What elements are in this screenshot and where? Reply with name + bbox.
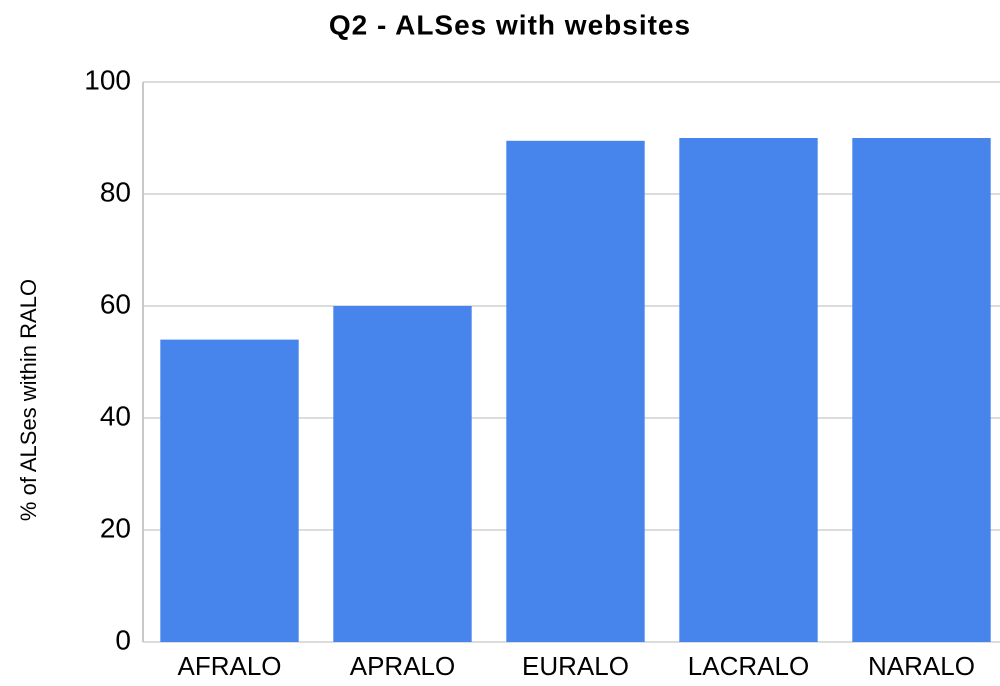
y-tick-label: 20 [100, 512, 131, 543]
y-tick-label: 60 [100, 288, 131, 319]
bar [506, 140, 645, 643]
bar [852, 138, 991, 642]
bar [333, 306, 472, 642]
y-tick-label: 100 [84, 64, 131, 95]
y-tick-label: 80 [100, 176, 131, 207]
bar [160, 339, 299, 642]
chart-title: Q2 - ALSes with websites [329, 9, 691, 40]
x-tick-label: LACRALO [688, 651, 809, 681]
bar [679, 138, 818, 642]
x-tick-label: APRALO [350, 651, 456, 681]
y-axis-label: % of ALSes within RALO [16, 279, 41, 521]
x-tick-label: NARALO [868, 651, 975, 681]
y-tick-label: 0 [115, 624, 131, 655]
x-tick-label: AFRALO [177, 651, 281, 681]
x-tick-label: EURALO [522, 651, 629, 681]
y-tick-label: 40 [100, 400, 131, 431]
